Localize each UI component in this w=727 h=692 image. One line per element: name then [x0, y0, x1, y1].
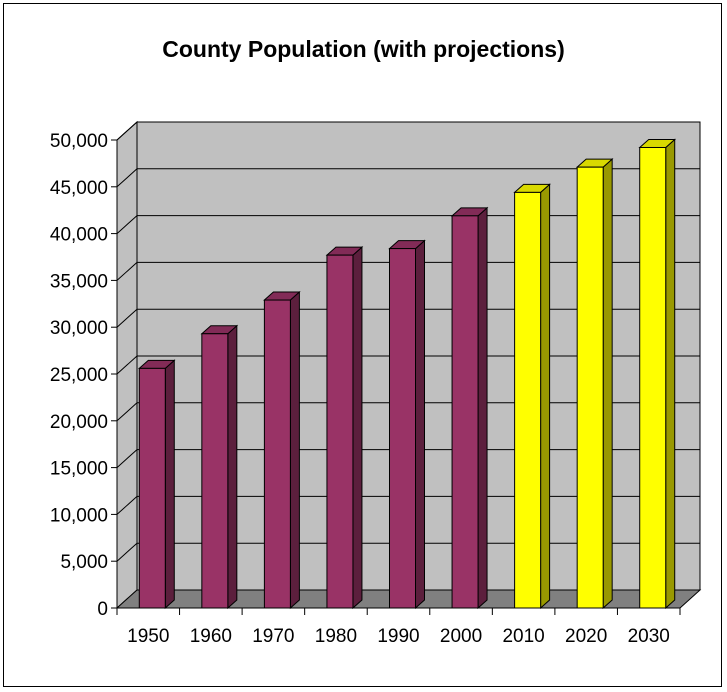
gridlines	[116, 121, 700, 562]
bar-side	[227, 324, 238, 610]
gridline	[116, 449, 700, 468]
bar-front	[326, 254, 354, 609]
bar-front	[201, 333, 229, 609]
x-tick-label: 2010	[502, 626, 544, 647]
bar-front	[451, 215, 479, 609]
bar-side	[164, 359, 175, 610]
gridline	[116, 261, 700, 281]
x-tick-label: 2030	[628, 626, 670, 647]
bar	[388, 239, 426, 610]
gridline	[116, 402, 700, 422]
x-tick-label: 1950	[127, 626, 169, 647]
bar	[575, 158, 614, 610]
bar-side	[352, 246, 363, 610]
gridline	[116, 495, 700, 515]
y-tick-label: 45,000	[50, 178, 108, 199]
gridline	[116, 355, 700, 375]
y-tick-label: 30,000	[50, 318, 108, 339]
gridline	[116, 121, 700, 141]
bar-side	[477, 206, 488, 610]
bar	[263, 290, 301, 610]
x-tick-label: 1980	[315, 626, 357, 647]
chart-title: County Population (with projections)	[162, 36, 565, 62]
bar	[450, 206, 489, 610]
bar-front	[639, 146, 667, 609]
y-tick-label: 0	[97, 599, 108, 620]
bar-side	[540, 183, 551, 610]
bar-side	[602, 158, 613, 610]
x-tick-label: 2020	[565, 626, 607, 647]
bar-side	[665, 138, 676, 610]
x-tick-label: 1990	[377, 626, 419, 647]
y-tick-label: 35,000	[50, 271, 108, 292]
bar-front	[514, 191, 542, 609]
bar	[137, 359, 176, 610]
y-tick-label: 5,000	[60, 552, 108, 573]
y-tick-labels: 0 5,000 10,000 15,000 20,000 25,000 30,000 35,0…	[50, 131, 108, 620]
gridline	[116, 542, 700, 562]
x-tick-labels: 1950 1960 1970 1980 1990 2000 2010 2020 2030	[127, 626, 670, 647]
bar	[513, 183, 551, 610]
x-tick-label: 1960	[190, 626, 232, 647]
y-tick-label: 50,000	[50, 131, 108, 152]
bar-front	[576, 166, 604, 609]
y-tick-label: 40,000	[50, 225, 108, 246]
bar-front	[389, 248, 416, 609]
bar	[200, 324, 239, 610]
y-tick-label: 25,000	[50, 365, 108, 386]
y-tick-label: 15,000	[50, 459, 108, 480]
y-tick-label: 20,000	[50, 412, 108, 433]
bar-front	[138, 367, 166, 609]
x-tick-label: 2000	[440, 626, 482, 647]
bar	[325, 246, 364, 610]
bar-side	[415, 239, 425, 610]
bar	[638, 138, 677, 610]
gridline	[116, 308, 700, 328]
bars	[137, 138, 677, 610]
bar-front	[263, 299, 291, 609]
bar-side	[289, 290, 300, 610]
gridline	[116, 168, 700, 188]
x-tick-label: 1970	[252, 626, 294, 647]
y-tick-label: 10,000	[50, 505, 108, 526]
gridline	[116, 215, 700, 234]
